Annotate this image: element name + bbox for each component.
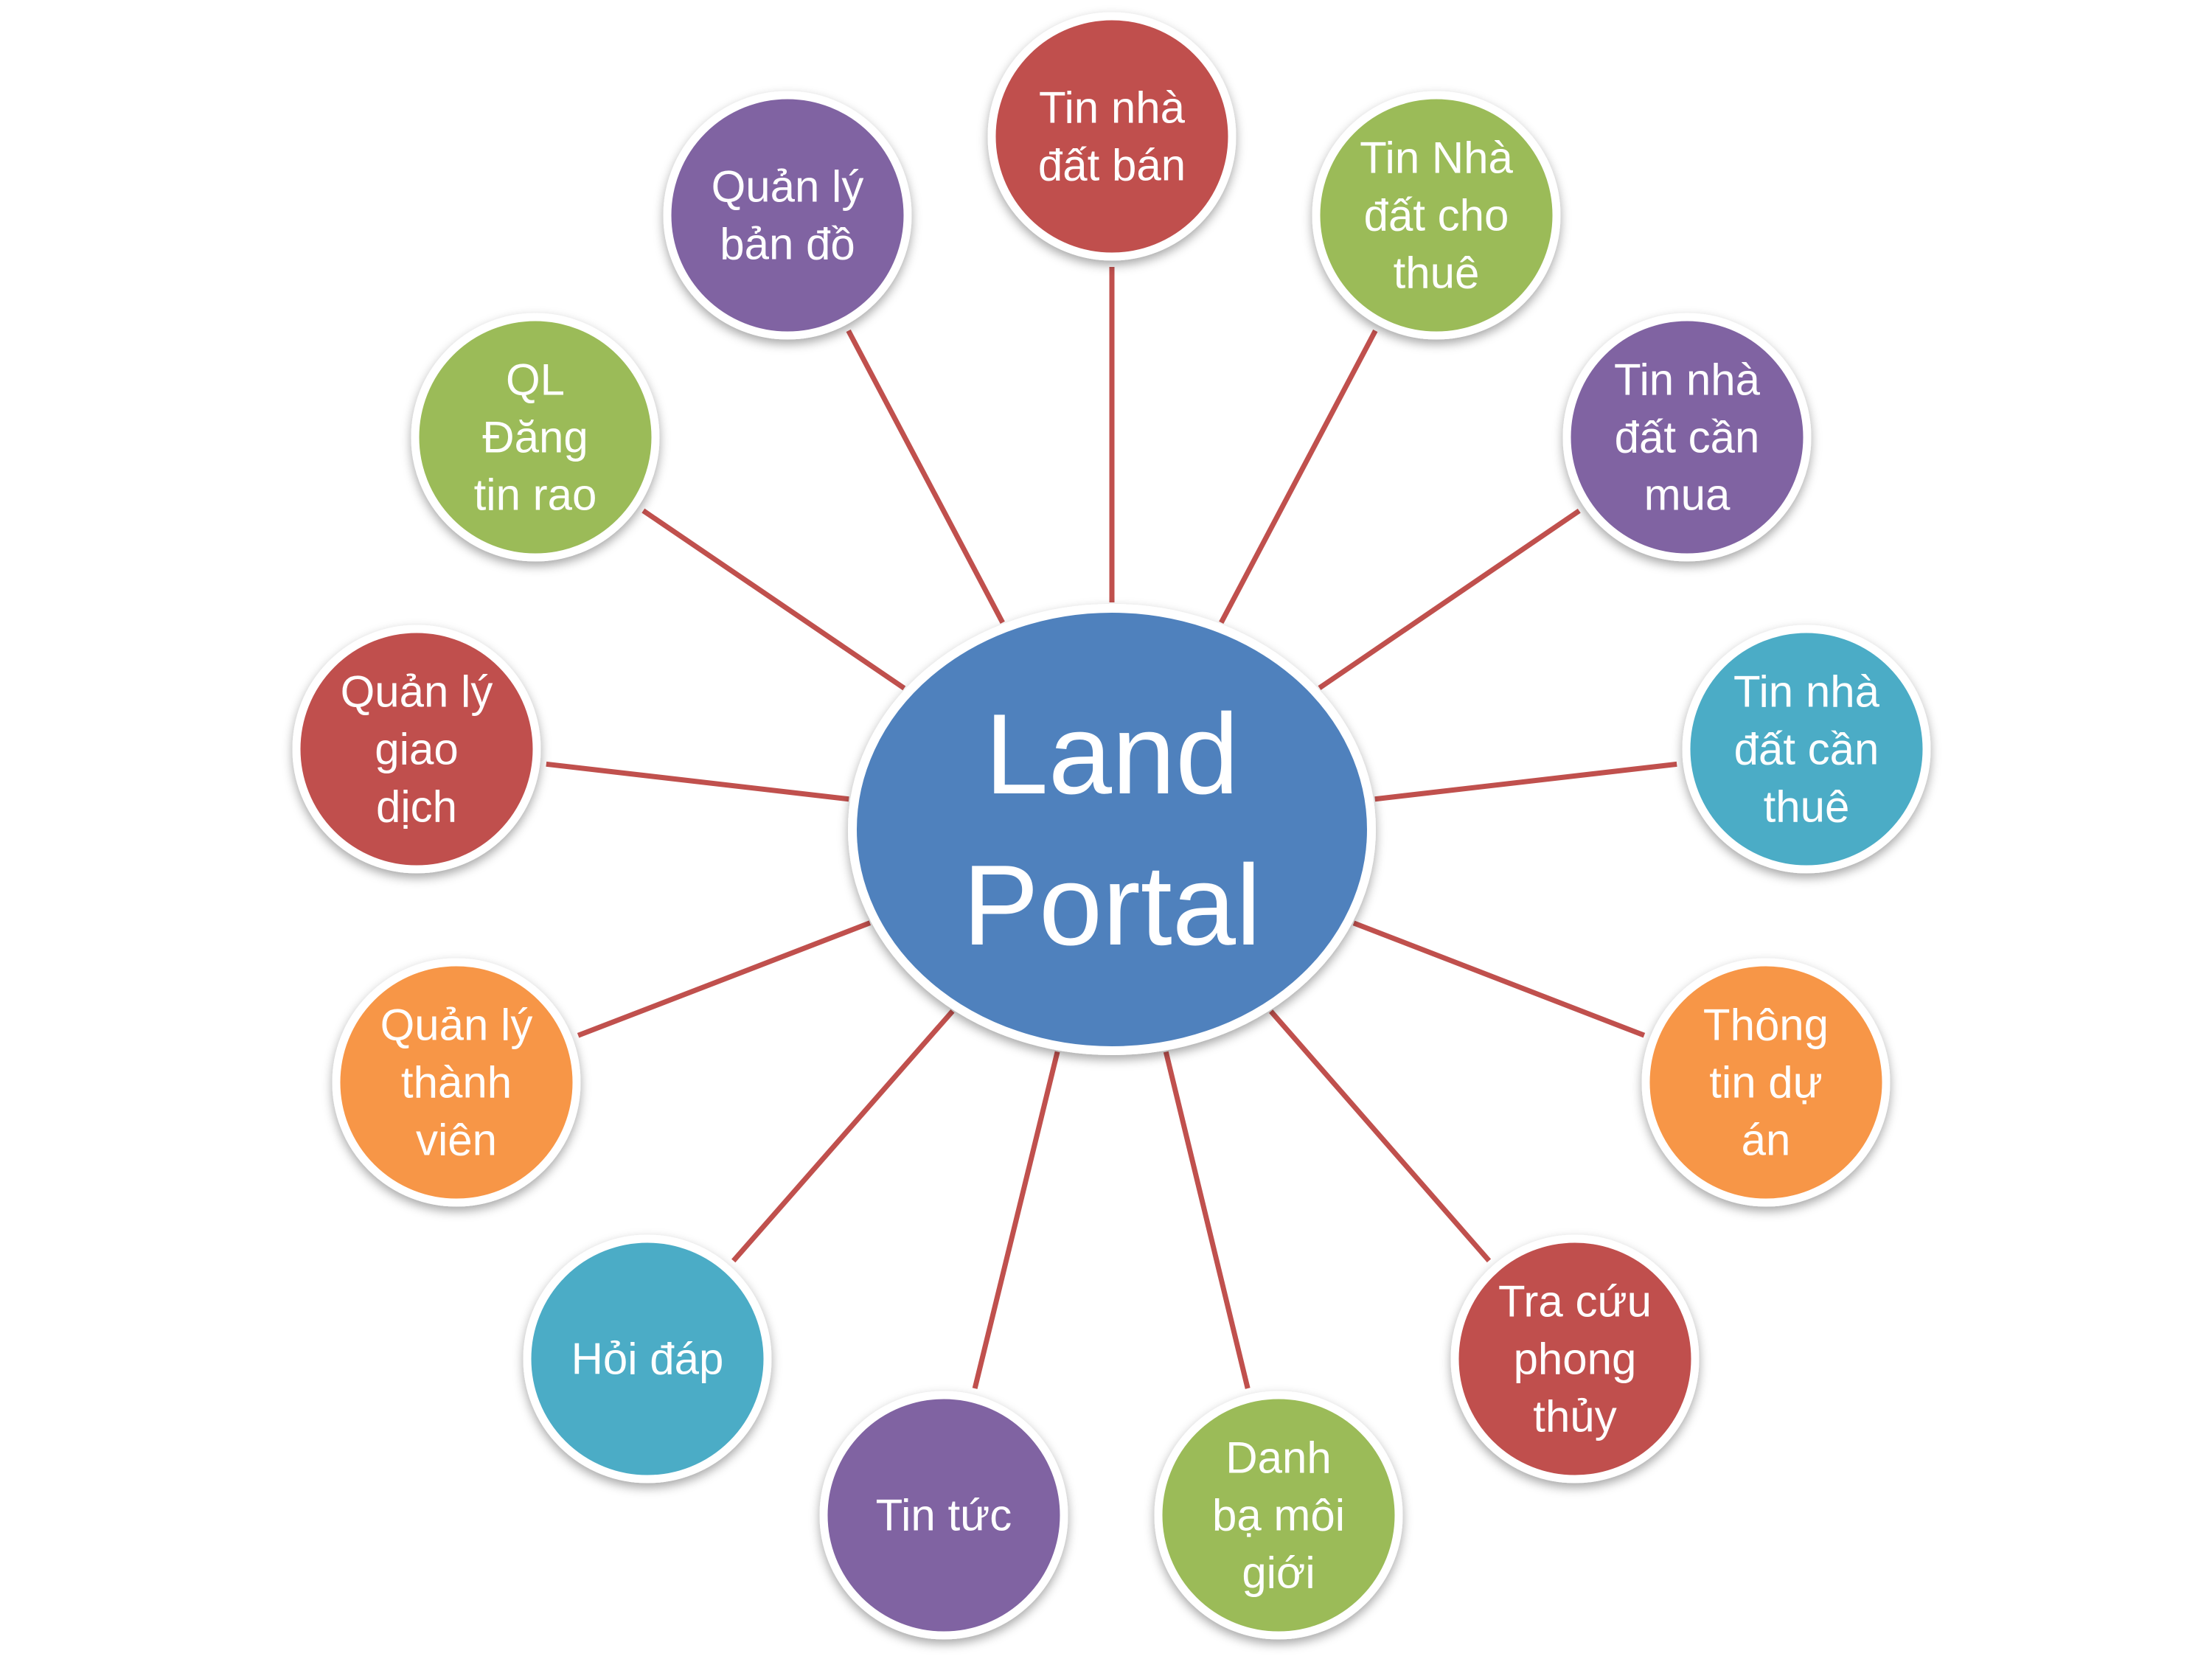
- node-circle-tin-nha-dat-can-mua: [1562, 313, 1812, 562]
- node-circle-thong-tin-du-an: [1641, 958, 1891, 1207]
- node-label-tin-nha-dat-can-mua-line-3: mua: [1644, 470, 1731, 520]
- connectors: [546, 267, 1677, 1389]
- hub: Land Portal: [848, 604, 1376, 1055]
- connector-tin-nha-dat-can-mua: [1318, 508, 1581, 690]
- node-hoi-dap: Hỏi đáp: [523, 1234, 772, 1484]
- node-label-thong-tin-du-an-line-2: tin dự: [1709, 1058, 1823, 1107]
- node-circle-tin-nha-dat-ban: [987, 12, 1237, 261]
- node-circle-tra-cuu-phong-thuy: [1450, 1234, 1700, 1484]
- hub-label-line-1: Land: [985, 690, 1239, 818]
- node-label-danh-ba-moi-gioi-line-3: giới: [1242, 1548, 1315, 1598]
- node-label-quan-ly-ban-do-line-2: bản đồ: [720, 220, 855, 269]
- node-ql-dang-tin-rao: QL Đăng tin rao: [411, 313, 660, 562]
- node-label-quan-ly-thanh-vien-line-1: Quản lý: [380, 1001, 533, 1050]
- node-label-tra-cuu-phong-thuy-line-2: phong: [1514, 1335, 1637, 1384]
- node-tin-nha-dat-cho-thue: Tin Nhà đất cho thuê: [1312, 91, 1561, 340]
- node-label-quan-ly-giao-dich-line-1: Quản lý: [341, 667, 493, 717]
- node-label-tra-cuu-phong-thuy-line-3: thủy: [1533, 1392, 1616, 1441]
- node-thong-tin-du-an: Thông tin dự án: [1641, 958, 1891, 1207]
- node-quan-ly-thanh-vien: Quản lý thành viên: [332, 958, 581, 1207]
- node-label-tin-nha-dat-can-thue-line-2: đất cần: [1734, 725, 1879, 774]
- node-label-quan-ly-giao-dich-line-2: giao: [375, 725, 458, 774]
- node-label-thong-tin-du-an-line-1: Thông: [1703, 1001, 1829, 1050]
- node-label-tin-nha-dat-can-thue-line-1: Tin nhà: [1733, 667, 1880, 717]
- node-tra-cuu-phong-thuy: Tra cứu phong thủy: [1450, 1234, 1700, 1484]
- hub-label-line-2: Portal: [963, 841, 1262, 969]
- connector-tin-nha-dat-cho-thue: [1219, 329, 1378, 625]
- node-label-ql-dang-tin-rao-line-3: tin rao: [474, 470, 597, 520]
- node-circle-ql-dang-tin-rao: [411, 313, 660, 562]
- node-circle-quan-ly-thanh-vien: [332, 958, 581, 1207]
- node-circle-hoi-dap: [523, 1234, 772, 1484]
- node-label-quan-ly-thanh-vien-line-3: viên: [416, 1116, 497, 1165]
- connector-quan-ly-giao-dich: [546, 761, 849, 802]
- nodes: Tin nhà đất bán Tin Nhà đất cho thuê Tin nhà đ…: [292, 12, 1931, 1640]
- connector-ql-dang-tin-rao: [641, 508, 906, 691]
- connector-quan-ly-thanh-vien: [577, 920, 872, 1038]
- node-label-tin-nha-dat-can-thue-line-3: thuê: [1764, 782, 1850, 832]
- node-label-ql-dang-tin-rao-line-2: Đăng: [482, 413, 588, 462]
- node-label-tin-nha-dat-ban-line-2: đất bán: [1038, 141, 1186, 190]
- node-label-tin-nha-dat-cho-thue-line-1: Tin Nhà: [1360, 133, 1513, 183]
- node-label-quan-ly-thanh-vien-line-2: thành: [401, 1058, 512, 1107]
- node-label-ql-dang-tin-rao-line-1: QL: [506, 355, 565, 405]
- node-label-tin-nha-dat-cho-thue-line-2: đất cho: [1364, 191, 1509, 240]
- node-label-quan-ly-ban-do-line-1: Quản lý: [712, 162, 864, 212]
- connector-danh-ba-moi-gioi: [1163, 1051, 1251, 1389]
- node-label-danh-ba-moi-gioi-line-1: Danh: [1225, 1433, 1331, 1483]
- node-circle-tin-nha-dat-can-thue: [1682, 625, 1931, 874]
- node-tin-nha-dat-can-mua: Tin nhà đất cần mua: [1562, 313, 1812, 562]
- node-label-tra-cuu-phong-thuy-line-1: Tra cứu: [1498, 1277, 1652, 1326]
- connector-tin-nha-dat-can-thue: [1374, 761, 1677, 802]
- node-label-hoi-dap-line-1: Hỏi đáp: [571, 1335, 724, 1384]
- node-danh-ba-moi-gioi: Danh bạ môi giới: [1154, 1391, 1403, 1640]
- connector-thong-tin-du-an: [1352, 920, 1646, 1038]
- node-tin-nha-dat-can-thue: Tin nhà đất cần thuê: [1682, 625, 1931, 874]
- node-label-tin-tuc-line-1: Tin tức: [876, 1491, 1012, 1540]
- node-tin-tuc: Tin tức: [819, 1391, 1068, 1640]
- connector-hoi-dap: [731, 1009, 955, 1263]
- node-label-tin-nha-dat-cho-thue-line-3: thuê: [1394, 248, 1480, 298]
- connector-quan-ly-ban-do: [846, 329, 1005, 625]
- hub-ellipse: [848, 604, 1376, 1055]
- connector-tra-cuu-phong-thuy: [1269, 1009, 1492, 1263]
- node-circle-quan-ly-ban-do: [663, 91, 912, 340]
- node-circle-danh-ba-moi-gioi: [1154, 1391, 1403, 1640]
- node-circle-quan-ly-giao-dich: [292, 625, 541, 874]
- hub-node: Land Portal: [848, 604, 1376, 1055]
- node-circle-tin-nha-dat-cho-thue: [1312, 91, 1561, 340]
- node-label-tin-nha-dat-ban-line-1: Tin nhà: [1039, 83, 1186, 133]
- connector-tin-tuc: [972, 1051, 1060, 1389]
- node-label-tin-nha-dat-can-mua-line-1: Tin nhà: [1614, 355, 1761, 405]
- node-label-quan-ly-giao-dich-line-3: dịch: [376, 782, 457, 832]
- node-label-danh-ba-moi-gioi-line-2: bạ môi: [1212, 1491, 1345, 1540]
- node-tin-nha-dat-ban: Tin nhà đất bán: [987, 12, 1237, 261]
- node-label-tin-nha-dat-can-mua-line-2: đất cần: [1615, 413, 1760, 462]
- node-circle-tin-tuc: [819, 1391, 1068, 1640]
- node-quan-ly-giao-dich: Quản lý giao dịch: [292, 625, 541, 874]
- node-quan-ly-ban-do: Quản lý bản đồ: [663, 91, 912, 340]
- node-label-thong-tin-du-an-line-3: án: [1742, 1116, 1791, 1165]
